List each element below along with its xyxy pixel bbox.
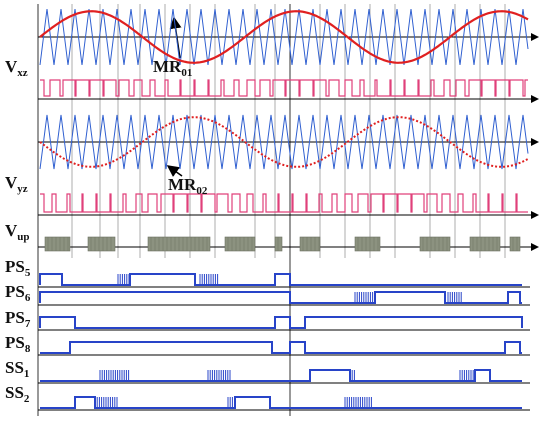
label-base: V (5, 221, 18, 240)
label-base: SS (5, 383, 24, 402)
label-sub: xz (17, 67, 28, 79)
label: MR02 (168, 175, 208, 197)
label-sub: 1 (24, 368, 30, 380)
switch-signal (39, 316, 523, 329)
label-sub: up (17, 231, 29, 243)
voltage-block (354, 236, 381, 252)
label: Vxz (5, 57, 28, 79)
label-base: V (5, 173, 18, 192)
label-sub: 6 (25, 292, 31, 304)
label: MR01 (153, 57, 192, 79)
label-sub: 5 (25, 267, 31, 279)
label-base: PS (5, 257, 25, 276)
label: PS8 (5, 333, 31, 355)
label: Vup (5, 221, 30, 243)
label-sub: 02 (196, 185, 208, 197)
annotation-arrow (166, 165, 183, 177)
label: SS1 (5, 358, 29, 380)
label: PS7 (5, 308, 31, 330)
carrier-wave (39, 114, 529, 170)
label: SS2 (5, 383, 30, 405)
switch-signal (39, 273, 522, 286)
switch-signal (40, 369, 522, 382)
carrier-wave (39, 8, 529, 66)
guide-lines (37, 4, 539, 416)
label-base: V (5, 57, 18, 76)
modulating-wave (39, 116, 529, 168)
voltage-block (274, 236, 283, 252)
label-base: SS (5, 358, 24, 377)
pwm-pulse (40, 79, 528, 97)
label: PS6 (5, 282, 31, 304)
waveforms (39, 8, 529, 409)
label-base: PS (5, 333, 25, 352)
switch-signal (40, 396, 522, 409)
switch-signal (39, 291, 522, 304)
label-sub: 8 (25, 343, 31, 355)
label-base: MR (153, 57, 182, 76)
label-base: PS (5, 282, 25, 301)
label-sub: 01 (181, 67, 192, 79)
label-sub: 7 (25, 318, 31, 330)
switch-signal (40, 341, 522, 354)
label-sub: 2 (24, 393, 30, 405)
label-sub: yz (17, 183, 28, 195)
pwm-pulse (40, 193, 528, 213)
voltage-block (509, 236, 521, 252)
voltage-block (44, 236, 71, 252)
label: Vyz (5, 173, 28, 195)
label-base: MR (168, 175, 197, 194)
label: PS5 (5, 257, 31, 279)
modulating-wave (39, 10, 529, 64)
label-base: PS (5, 308, 25, 327)
